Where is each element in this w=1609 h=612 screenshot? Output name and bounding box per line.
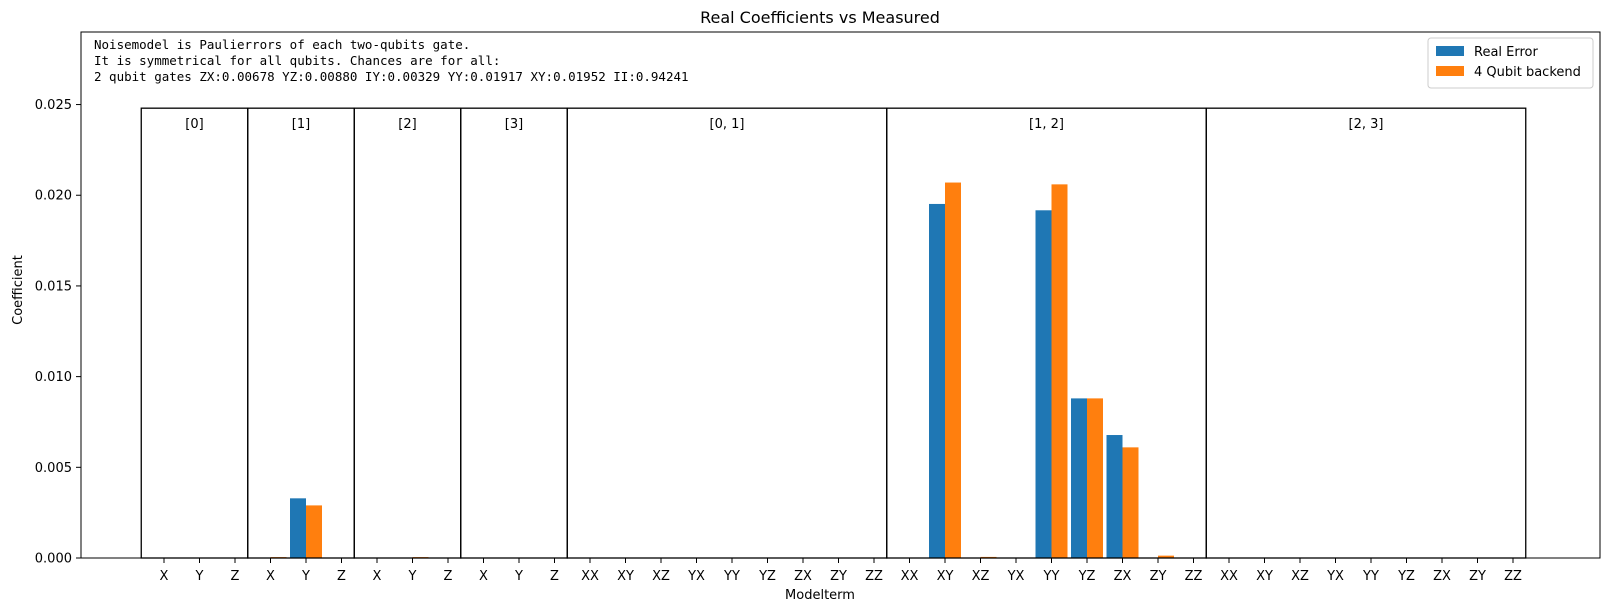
y-tick-label: 0.025 — [35, 98, 72, 113]
y-tick-label: 0.020 — [35, 189, 72, 204]
x-tick-label: XY — [617, 569, 634, 584]
x-tick-label: YZ — [758, 569, 776, 584]
x-tick-label: Y — [301, 569, 310, 584]
bar — [1158, 555, 1174, 558]
x-tick-label: ZZ — [1185, 569, 1203, 584]
x-tick-label: YZ — [1397, 569, 1415, 584]
y-tick-label: 0.010 — [35, 370, 72, 385]
x-tick-label: ZX — [1114, 569, 1132, 584]
bar — [306, 505, 322, 558]
x-tick-label: XX — [901, 569, 919, 584]
bar — [1051, 184, 1068, 558]
x-tick-label: YX — [1007, 569, 1025, 584]
legend-label: 4 Qubit backend — [1474, 65, 1581, 80]
legend: Real Error 4 Qubit backend — [1427, 37, 1594, 89]
x-tick-label: YZ — [1078, 569, 1096, 584]
qubit-group-box — [566, 107, 888, 559]
x-tick-label: YX — [687, 569, 705, 584]
qubit-group-box — [353, 107, 462, 559]
qubit-group-box — [1205, 107, 1527, 559]
qubit-group-label: [2] — [398, 117, 416, 132]
x-tick-label: ZZ — [1504, 569, 1522, 584]
qubit-group-label: [1] — [292, 117, 310, 132]
x-tick-label: XX — [581, 569, 599, 584]
legend-label: Real Error — [1474, 45, 1539, 60]
annotation-line: 2 qubit gates ZX:0.00678 YZ:0.00880 IY:0… — [94, 69, 689, 84]
x-tick-label: Z — [337, 569, 346, 584]
annotation-line: Noisemodel is Paulierrors of each two-qu… — [94, 37, 470, 52]
legend-box — [1427, 37, 1594, 89]
y-tick-label: 0.015 — [35, 279, 72, 294]
x-tick-label: ZY — [830, 569, 847, 584]
qubit-group-label: [0] — [185, 117, 203, 132]
qubit-group-label: [0, 1] — [710, 117, 745, 132]
bar — [1106, 435, 1123, 558]
x-tick-label: YX — [1326, 569, 1344, 584]
x-tick-label: X — [479, 569, 488, 584]
y-tick-label: 0.000 — [35, 552, 72, 567]
x-tick-label: XY — [1256, 569, 1273, 584]
x-tick-label: Y — [514, 569, 523, 584]
bar — [1122, 447, 1139, 558]
x-tick-label: YY — [723, 569, 740, 584]
x-tick-label: Y — [195, 569, 204, 584]
bar — [945, 182, 961, 558]
x-axis-label: Modelterm — [785, 588, 855, 603]
annotation-line: It is symmetrical for all qubits. Chance… — [94, 53, 500, 68]
chart-title: Real Coefficients vs Measured — [700, 8, 940, 27]
x-tick-label: Z — [550, 569, 559, 584]
x-tick-label: Z — [231, 569, 240, 584]
x-tick-label: XZ — [972, 569, 990, 584]
x-tick-label: ZX — [794, 569, 812, 584]
y-tick-label: 0.005 — [35, 461, 72, 476]
x-tick-label: XX — [1220, 569, 1238, 584]
legend-swatch — [1436, 46, 1464, 56]
bar — [1071, 398, 1087, 558]
qubit-group-label: [3] — [505, 117, 523, 132]
x-tick-label: ZY — [1469, 569, 1486, 584]
x-tick-label: YY — [1043, 569, 1060, 584]
x-tick-label: ZZ — [865, 569, 883, 584]
x-tick-label: Y — [408, 569, 417, 584]
x-tick-label: Z — [444, 569, 453, 584]
qubit-group-label: [1, 2] — [1029, 117, 1064, 132]
x-tick-label: X — [373, 569, 382, 584]
legend-swatch — [1436, 66, 1464, 76]
bar — [929, 203, 945, 559]
y-axis-label: Coefficient — [11, 255, 26, 325]
bar — [1087, 398, 1103, 558]
plot-frame — [80, 31, 1601, 559]
x-tick-label: YY — [1362, 569, 1379, 584]
qubit-group-box — [460, 107, 568, 559]
bar — [290, 498, 306, 558]
qubit-group-box — [140, 107, 249, 559]
x-tick-label: ZY — [1150, 569, 1167, 584]
noise-model-annotation: Noisemodel is Paulierrors of each two-qu… — [94, 37, 689, 84]
x-tick-label: XY — [937, 569, 954, 584]
bar — [1035, 210, 1052, 558]
x-tick-label: XZ — [652, 569, 670, 584]
qubit-group-box — [247, 107, 355, 559]
qubit-group-label: [2, 3] — [1349, 117, 1384, 132]
x-tick-label: X — [160, 569, 169, 584]
x-tick-label: X — [266, 569, 275, 584]
x-tick-label: XZ — [1291, 569, 1309, 584]
x-tick-label: ZX — [1433, 569, 1451, 584]
